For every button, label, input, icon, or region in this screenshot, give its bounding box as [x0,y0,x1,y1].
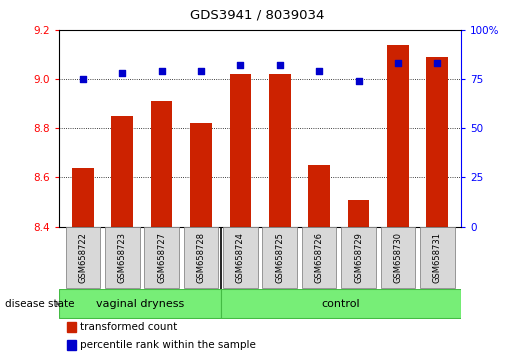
FancyBboxPatch shape [221,289,461,318]
Text: disease state: disease state [5,299,75,309]
Text: GSM658728: GSM658728 [197,232,205,283]
Bar [426,57,448,227]
Bar [230,74,251,227]
FancyBboxPatch shape [302,227,336,288]
FancyBboxPatch shape [341,227,376,288]
FancyBboxPatch shape [184,227,218,288]
Bar [348,200,369,227]
Text: GSM658731: GSM658731 [433,232,442,283]
Point [236,63,245,68]
Point [276,63,284,68]
Text: GSM658729: GSM658729 [354,232,363,283]
FancyBboxPatch shape [420,227,455,288]
Text: GSM658726: GSM658726 [315,232,323,283]
Point [197,69,205,74]
FancyBboxPatch shape [65,227,100,288]
Bar [387,45,409,227]
FancyBboxPatch shape [144,227,179,288]
Bar [72,168,94,227]
Text: percentile rank within the sample: percentile rank within the sample [80,340,256,350]
Point [158,69,166,74]
Text: GSM658727: GSM658727 [157,232,166,283]
Bar [269,74,290,227]
FancyBboxPatch shape [223,227,258,288]
Point [79,76,87,82]
Point [315,69,323,74]
Text: GSM658723: GSM658723 [118,232,127,283]
Bar [67,322,76,332]
Text: transformed count: transformed count [80,322,177,332]
Text: GSM658730: GSM658730 [393,232,402,283]
Point [354,78,363,84]
Bar [151,101,173,227]
Bar [308,165,330,227]
Text: GSM658725: GSM658725 [275,232,284,283]
FancyBboxPatch shape [381,227,415,288]
FancyBboxPatch shape [105,227,140,288]
Text: control: control [321,298,360,309]
Point [118,70,126,76]
FancyBboxPatch shape [263,227,297,288]
Bar [190,124,212,227]
Bar [111,116,133,227]
Text: GSM658724: GSM658724 [236,232,245,283]
Point [394,61,402,66]
FancyBboxPatch shape [59,289,221,318]
Text: GSM658722: GSM658722 [78,232,88,283]
Point [433,61,441,66]
Text: GDS3941 / 8039034: GDS3941 / 8039034 [191,9,324,22]
Text: vaginal dryness: vaginal dryness [96,298,184,309]
Bar [67,340,76,350]
